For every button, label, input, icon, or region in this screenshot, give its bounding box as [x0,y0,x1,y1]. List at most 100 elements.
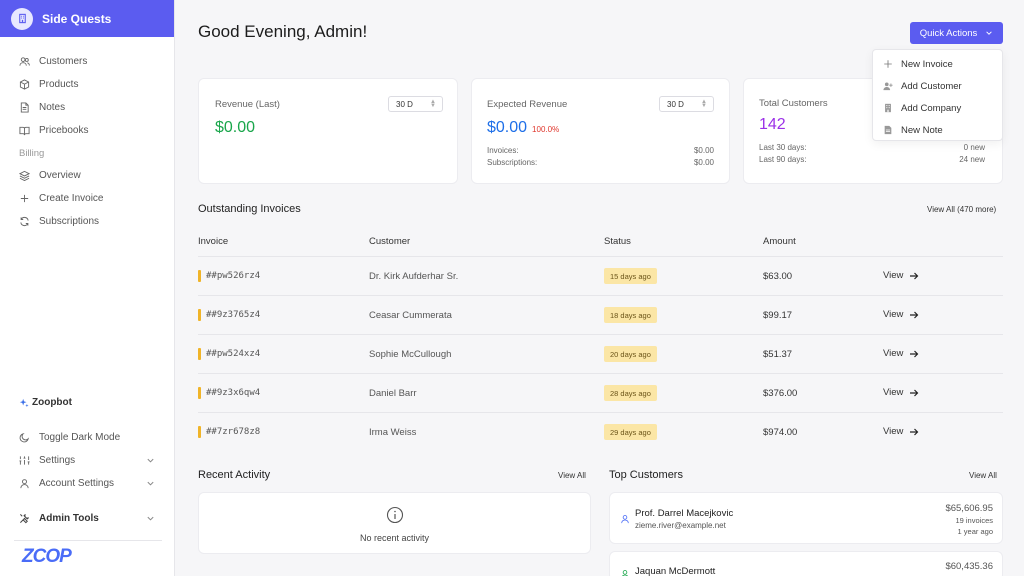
quick-actions-button[interactable]: Quick Actions [910,22,1003,44]
invoice-amount: $376.00 [763,388,798,399]
zoopbot-label: Zoopbot [32,397,72,408]
invoice-customer: Daniel Barr [369,388,417,399]
top-customer-item[interactable]: Jaquan McDermott $60,435.36 [609,551,1003,576]
status-badge: 28 days ago [604,385,657,401]
last30-value: 0 new [963,143,985,152]
recent-activity-title: Recent Activity [198,469,271,481]
sidebar-item-subscriptions[interactable]: Subscriptions [0,210,174,233]
customer-total: $65,606.95 [945,503,993,514]
account-settings-item[interactable]: Account Settings [0,472,175,495]
view-label: View [883,348,904,359]
customer-email: zieme.river@example.net [635,521,726,530]
view-label: View [883,426,904,437]
customer-total: $60,435.36 [945,561,993,572]
menu-item-add-customer[interactable]: Add Customer [873,75,1002,97]
status-badge: 29 days ago [604,424,657,440]
total-customers-label: Total Customers [759,98,828,109]
invoice-customer: Ceasar Cummerata [369,310,452,321]
view-label: View [883,309,904,320]
sidebar-item-customers[interactable]: Customers [0,50,174,73]
building-icon [885,103,891,113]
settings-label: Settings [39,455,76,466]
column-header-invoice: Invoice [198,236,229,247]
status-badge: 20 days ago [604,346,657,362]
company-logo: ZCOP [22,546,72,567]
arrow-right-icon [910,311,919,318]
invoice-customer: Dr. Kirk Aufderhar Sr. [369,271,459,282]
chevron-down-icon [147,481,154,486]
settings-item[interactable]: Settings [0,449,175,472]
customer-name: Prof. Darrel Macejkovic [635,508,734,519]
view-all-customers-link[interactable]: View All [969,471,997,480]
status-indicator [198,426,201,438]
arrow-right-icon [910,389,919,396]
table-row: ##7zr678z8 Irma Weiss 29 days ago $974.0… [198,413,1003,452]
sidebar-item-pricebooks[interactable]: Pricebooks [0,119,174,142]
table-row: ##9z3765z4 Ceasar Cummerata 18 days ago … [198,296,1003,335]
top-customer-item[interactable]: Prof. Darrel Macejkovic zieme.river@exam… [609,492,1003,544]
billing-section-label: Billing [19,147,45,159]
invoice-id: ##9z3x6qw4 [206,388,261,398]
sidebar-item-notes[interactable]: Notes [0,96,174,119]
chevron-down-icon [147,458,154,463]
menu-item-label: New Invoice [901,58,953,70]
column-header-customer: Customer [369,236,411,247]
empty-activity-text: No recent activity [359,533,430,543]
invoice-id: ##9z3765z4 [206,310,261,320]
subscriptions-value: $0.00 [693,158,714,167]
table-row: ##pw524xz4 Sophie McCullough 20 days ago… [198,335,1003,374]
view-invoice-link[interactable]: View [883,426,919,437]
view-invoice-link[interactable]: View [883,387,919,398]
admin-tools-item[interactable]: Admin Tools [0,508,175,528]
period-value: 30 D [396,99,413,109]
view-all-invoices-link[interactable]: View All (470 more) [927,205,997,214]
top-customers-title: Top Customers [609,469,683,481]
book-icon [19,126,30,136]
revenue-label: Revenue (Last) [215,99,280,110]
sidebar-item-overview[interactable]: Overview [0,164,174,187]
quick-actions-label: Quick Actions [919,27,978,39]
subscriptions-label: Subscriptions: [487,158,538,167]
zoopbot-link[interactable]: Zoopbot [19,397,72,408]
total-customers-value: 142 [759,116,786,133]
customer-invoice-count: 19 invoices [955,516,993,525]
expected-period-select[interactable]: 30 D ▲ ▼ [659,96,714,112]
building-icon [11,7,33,30]
last90-value: 24 new [959,155,985,164]
menu-item-label: Add Company [901,102,962,114]
sidebar-item-label: Subscriptions [39,216,100,227]
sidebar-item-label: Create Invoice [39,193,104,204]
sidebar-item-create-invoice[interactable]: Create Invoice [0,187,174,210]
revenue-period-select[interactable]: 30 D ▲ ▼ [388,96,443,112]
invoices-label: Invoices: [487,146,519,155]
menu-item-label: Add Customer [901,80,962,92]
menu-item-new-note[interactable]: New Note [873,119,1002,141]
table-row: ##9z3x6qw4 Daniel Barr 28 days ago $376.… [198,374,1003,413]
customer-age: 1 year ago [957,527,993,536]
menu-item-add-company[interactable]: Add Company [873,97,1002,119]
toggle-dark-mode[interactable]: Toggle Dark Mode [0,426,175,449]
revenue-value: $0.00 [215,119,256,136]
last90-label: Last 90 days: [759,155,807,164]
sidebar-item-label: Pricebooks [39,125,89,136]
status-badge: 15 days ago [604,268,657,284]
select-arrows-icon: ▲ ▼ [430,99,436,109]
layers-icon [19,170,30,181]
view-invoice-link[interactable]: View [883,270,919,281]
sidebar-item-products[interactable]: Products [0,73,174,96]
sliders-icon [19,456,30,465]
select-arrows-icon: ▲ ▼ [701,99,707,109]
moon-icon [19,432,30,443]
brand-header[interactable]: Side Quests [0,0,174,37]
admin-tools-label: Admin Tools [39,512,99,524]
invoice-amount: $63.00 [763,271,793,282]
view-all-activity-link[interactable]: View All [558,471,586,480]
menu-item-new-invoice[interactable]: New Invoice [873,53,1002,75]
customer-name: Jaquan McDermott [635,566,716,576]
plus-icon [20,194,29,203]
outstanding-invoices-title: Outstanding Invoices [198,203,301,215]
view-invoice-link[interactable]: View [883,309,919,320]
invoice-customer: Sophie McCullough [369,349,452,360]
view-invoice-link[interactable]: View [883,348,919,359]
status-indicator [198,348,201,360]
